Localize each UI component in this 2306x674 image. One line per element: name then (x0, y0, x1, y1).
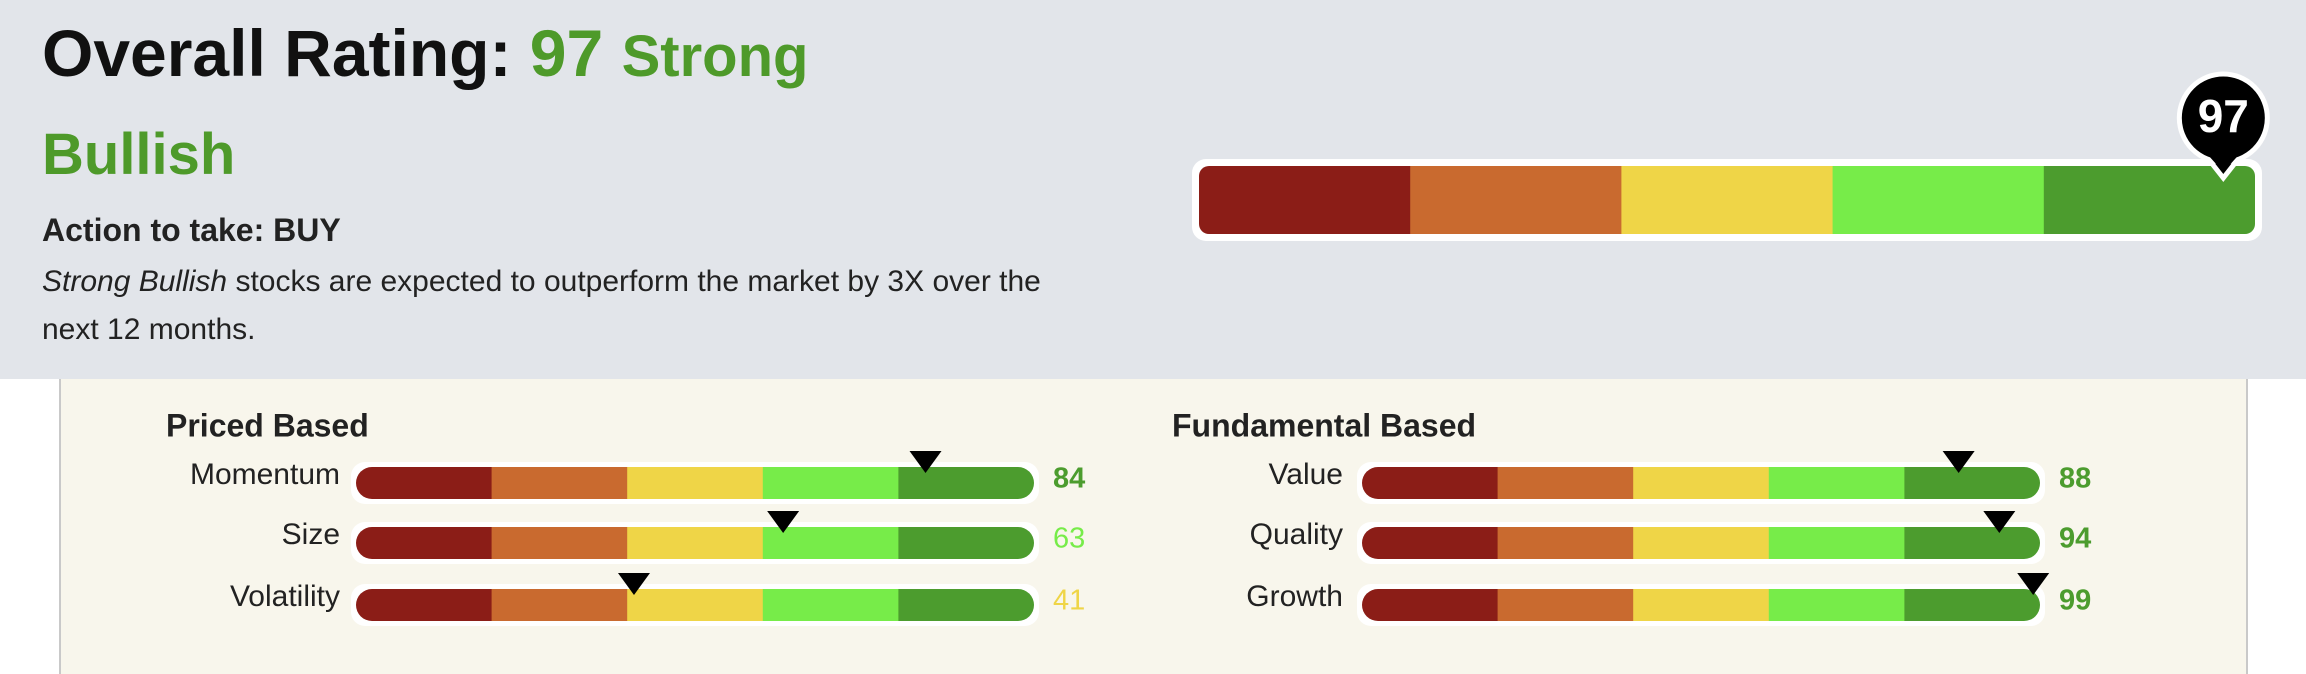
bar-segment (898, 589, 1034, 621)
rating: Strong Bullish (42, 24, 809, 187)
action: Action to take: BUY (42, 212, 341, 248)
bar-segment (1768, 589, 1905, 621)
factor-name: Value (1268, 458, 1343, 491)
factor-marker (1983, 511, 2016, 533)
description-emphasis: Strong Bullish (42, 265, 228, 298)
bar-segment (1768, 467, 1905, 499)
factor-name: Momentum (190, 458, 340, 491)
marker-label: 97 (2198, 90, 2249, 142)
factor-marker (2017, 573, 2050, 595)
marker-pointer-fill (2205, 152, 2242, 172)
factor-marker (909, 451, 942, 473)
bar-segment (1199, 166, 1411, 234)
factor-score: 99 (2059, 585, 2091, 617)
factor-score: 41 (1053, 585, 1085, 617)
bar-segment (627, 467, 764, 499)
bar-segment (356, 467, 493, 499)
bar-segments (356, 467, 1034, 499)
factor-score: 94 (2059, 523, 2091, 555)
description-text: stocks are expected to outperform the ma… (42, 265, 1041, 346)
factor-name: Size (282, 518, 340, 551)
bar-segment (356, 527, 493, 559)
bar-segment (762, 589, 899, 621)
bar-segment (762, 467, 899, 499)
bar-segment (1497, 467, 1634, 499)
bar-segment (1497, 589, 1634, 621)
factor-score: 63 (1053, 523, 1085, 555)
bar-segment (1832, 166, 2045, 234)
bar-segment (491, 589, 628, 621)
bar-segments (1362, 589, 2040, 621)
score: 97 (529, 16, 604, 90)
bar-segment (1621, 166, 1834, 234)
factor-marker (767, 511, 800, 533)
factor-score: 88 (2059, 463, 2091, 495)
bar-segment (491, 467, 628, 499)
factor-name: Quality (1250, 518, 1343, 551)
factor-name: Growth (1246, 580, 1343, 613)
bar-segment (627, 527, 764, 559)
bar-segment (1410, 166, 1622, 234)
title-text: Overall Rating: (42, 16, 512, 90)
bar-segments (1199, 166, 2255, 234)
bar-segment (1768, 527, 1905, 559)
factor-marker (617, 573, 650, 595)
bar-segment (356, 589, 493, 621)
factor-marker (1942, 451, 1975, 473)
bar-segments (356, 589, 1034, 621)
score-marker (2176, 71, 2270, 183)
bar-segment (898, 467, 1034, 499)
factor-name: Volatility (230, 580, 340, 613)
bar-segment (898, 527, 1034, 559)
bar-segment (1633, 589, 1770, 621)
bar-segment (1497, 527, 1634, 559)
bar-segment (1362, 527, 1499, 559)
bar-segment (1904, 467, 2040, 499)
bar-segment (627, 589, 764, 621)
bar-segment (762, 527, 899, 559)
bar-segments (1362, 467, 2040, 499)
group-title: Priced Based (166, 407, 369, 443)
description: Strong Bullish stocks are expected to ou… (42, 258, 1052, 354)
title: Overall Rating: 97 Strong Bullish (42, 6, 942, 202)
bar-segments (1362, 527, 2040, 559)
bar-segment (1904, 589, 2040, 621)
bar-segment (1633, 527, 1770, 559)
bar-segment (1633, 467, 1770, 499)
bar-segment (1904, 527, 2040, 559)
factor-score: 84 (1053, 463, 1085, 495)
bar-segment (1362, 467, 1499, 499)
bar-segments (356, 527, 1034, 559)
group-title: Fundamental Based (1172, 407, 1476, 443)
bar-segment (491, 527, 628, 559)
bar-segment (1362, 589, 1499, 621)
